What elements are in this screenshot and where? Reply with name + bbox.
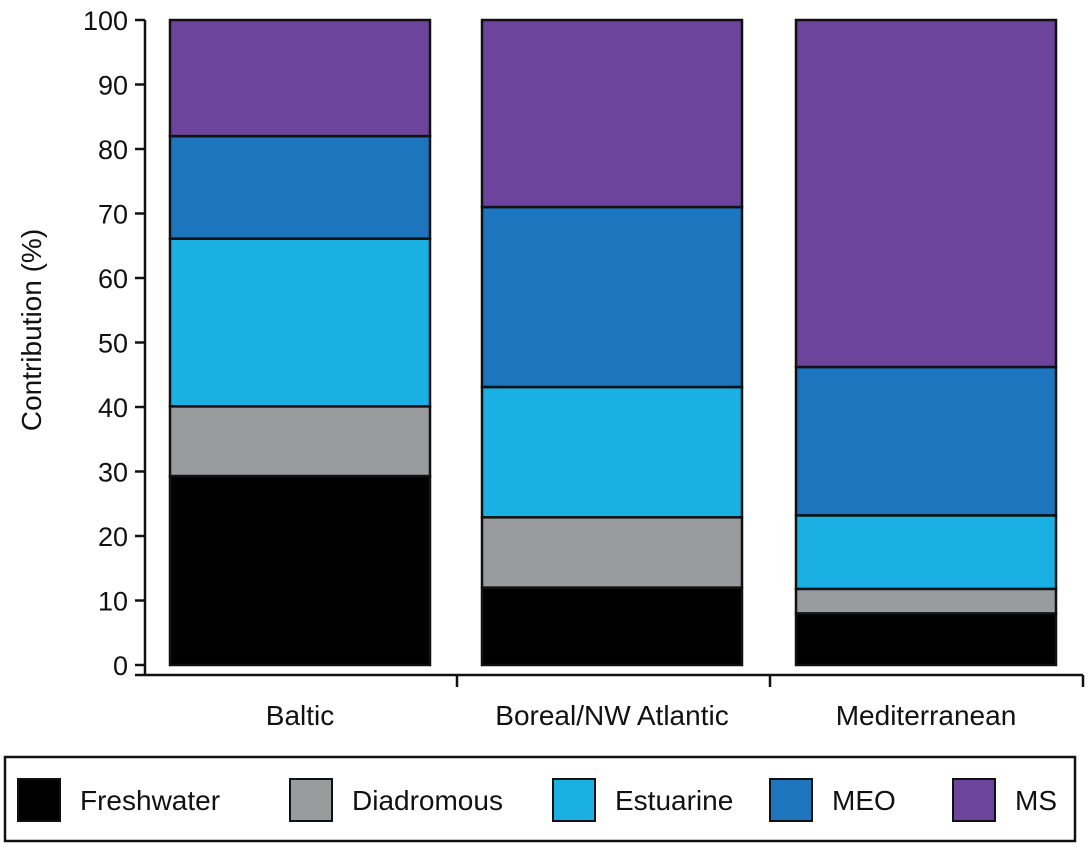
bar-segment-diadromous — [794, 587, 1058, 615]
bar-segment-ms — [168, 18, 432, 138]
legend-swatch — [17, 778, 61, 822]
legend-swatch — [552, 778, 596, 822]
y-tick-label: 40 — [98, 393, 128, 423]
bar-segment-diadromous — [168, 405, 432, 478]
y-tick-label: 50 — [98, 329, 128, 359]
bar-segment-ms — [794, 18, 1058, 369]
bar-segment-diadromous — [480, 516, 744, 589]
y-tick-label: 70 — [98, 200, 128, 230]
bars — [168, 18, 1058, 667]
legend-label: MEO — [832, 785, 896, 816]
legend-label: Estuarine — [615, 785, 733, 816]
y-tick-label: 60 — [98, 264, 128, 294]
y-axis-ticks: 0 10 20 30 40 50 60 70 80 90 100 — [83, 6, 147, 681]
bar-segment-freshwater — [794, 612, 1058, 667]
legend-box — [3, 755, 1077, 843]
legend-swatch — [289, 778, 333, 822]
bar-stack-mediterranean — [794, 18, 1058, 667]
legend-item-freshwater: Freshwater — [17, 778, 220, 822]
legend-swatch — [952, 778, 996, 822]
bar-segment-meo — [168, 134, 432, 240]
legend-item-meo: MEO — [769, 778, 896, 822]
y-tick-label: 20 — [98, 522, 128, 552]
bar-segment-estuarine — [794, 514, 1058, 591]
bar-segment-estuarine — [480, 385, 744, 519]
legend-item-diadromous: Diadromous — [289, 778, 503, 822]
y-tick-label: 90 — [98, 71, 128, 101]
bar-stack-baltic — [168, 18, 432, 667]
legend-label: Diadromous — [352, 785, 503, 816]
y-tick-label: 100 — [83, 6, 128, 36]
bar-segment-meo — [794, 365, 1058, 517]
x-tick-label: Baltic — [266, 700, 334, 731]
bar-segment-estuarine — [168, 237, 432, 408]
x-tick-label: Boreal/NW Atlantic — [495, 700, 728, 731]
legend-item-ms: MS — [952, 778, 1057, 822]
bar-segment-freshwater — [168, 474, 432, 667]
y-axis-title: Contribution (%) — [16, 229, 47, 431]
legend-label: Freshwater — [80, 785, 220, 816]
legend-swatch — [769, 778, 813, 822]
y-tick-label: 10 — [98, 587, 128, 617]
legend-item-estuarine: Estuarine — [552, 778, 733, 822]
legend-label: MS — [1015, 785, 1057, 816]
bar-segment-freshwater — [480, 586, 744, 667]
x-axis: Baltic Boreal/NW Atlantic Mediterranean — [135, 673, 1085, 731]
x-tick-label: Mediterranean — [836, 700, 1017, 731]
bar-segment-ms — [480, 18, 744, 209]
y-tick-label: 0 — [113, 651, 128, 681]
legend: Freshwater Diadromous Estuarine MEO MS — [3, 755, 1077, 843]
y-tick-label: 30 — [98, 458, 128, 488]
bar-segment-meo — [480, 205, 744, 389]
y-tick-label: 80 — [98, 135, 128, 165]
bar-stack-boreal-nw-atlantic — [480, 18, 744, 667]
